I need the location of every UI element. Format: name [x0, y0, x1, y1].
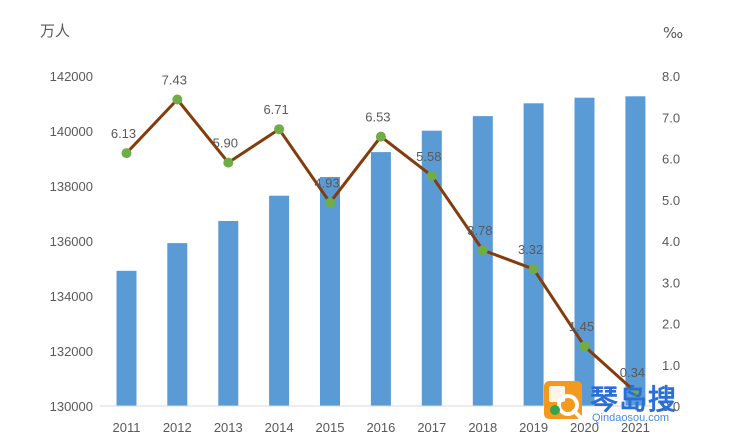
y-axis-left-ticks: 130000 132000 134000 136000 138000 140000 1420… — [50, 69, 93, 414]
bar-2016 — [370, 152, 391, 406]
watermark-logo-icon — [544, 381, 582, 419]
x-tick-2019: 2019 — [519, 420, 548, 435]
x-tick-2012: 2012 — [163, 420, 192, 435]
bar-2012 — [167, 243, 188, 406]
bar-2015 — [320, 177, 340, 406]
data-label-2012: 7.43 — [162, 73, 187, 88]
data-label-2014: 6.71 — [263, 102, 288, 117]
x-tick-2016: 2016 — [366, 420, 395, 435]
bar-2019 — [523, 103, 544, 407]
line-point-2016 — [375, 131, 386, 142]
data-labels: 6.13 7.43 5.90 6.71 4.93 6.53 5.58 3.78 3.32 1.45… — [111, 73, 645, 381]
x-axis-ticks: 2011 2012 2013 2014 2015 2016 2017 2018 2019 2020… — [113, 420, 650, 435]
y-right-tick-4.0: 4.0 — [662, 234, 680, 249]
watermark-url: Qindaosou.com — [592, 412, 670, 424]
data-label-2019: 3.32 — [518, 242, 543, 257]
data-label-2011: 6.13 — [111, 126, 136, 141]
bar-2011 — [116, 270, 137, 406]
y-left-tick-136000: 136000 — [50, 234, 93, 249]
data-label-2013: 5.90 — [213, 136, 238, 151]
x-tick-2011: 2011 — [113, 420, 141, 435]
data-label-2017: 5.58 — [416, 149, 441, 164]
x-tick-2021: 2021 — [621, 420, 650, 435]
y-right-tick-0.0: 0.0 — [662, 399, 680, 414]
bar-2020 — [574, 97, 595, 406]
y-axis-right-ticks: 0.0 1.0 2.0 3.0 4.0 5.0 6.0 7.0 8.0 — [662, 69, 680, 414]
x-tick-2017: 2017 — [417, 420, 446, 435]
line-point-2013 — [223, 157, 234, 168]
bar-2021 — [625, 96, 646, 407]
y-left-tick-142000: 142000 — [50, 69, 93, 84]
data-label-2020: 1.45 — [569, 319, 594, 334]
line-point-2014 — [274, 124, 285, 135]
line-point-2017 — [426, 170, 437, 181]
x-tick-2018: 2018 — [468, 420, 497, 435]
y-left-tick-140000: 140000 — [50, 124, 93, 139]
line-point-2011 — [121, 148, 132, 159]
x-tick-2020: 2020 — [570, 420, 599, 435]
bar-2013 — [218, 221, 239, 406]
line-point-2019 — [528, 264, 539, 275]
line-point-2012 — [172, 94, 183, 105]
x-tick-2015: 2015 — [316, 420, 345, 435]
y-right-tick-3.0: 3.0 — [662, 275, 680, 290]
bar-2014 — [269, 195, 290, 406]
data-label-2015: 4.93 — [314, 176, 339, 191]
line-point-2015 — [325, 197, 335, 208]
y-left-tick-132000: 132000 — [50, 344, 93, 359]
data-label-2018: 3.78 — [467, 223, 492, 238]
x-tick-2013: 2013 — [214, 420, 243, 435]
y-left-tick-138000: 138000 — [50, 179, 93, 194]
line-point-2018 — [477, 245, 488, 256]
y-right-tick-6.0: 6.0 — [662, 152, 680, 167]
watermark: 琴岛搜 Qindaosou.com — [536, 376, 706, 430]
y-left-tick-134000: 134000 — [50, 289, 93, 304]
y-right-tick-7.0: 7.0 — [662, 110, 680, 125]
y-right-tick-8.0: 8.0 — [662, 69, 680, 84]
y-right-tick-5.0: 5.0 — [662, 193, 680, 208]
data-label-2016: 6.53 — [365, 110, 390, 125]
line-point-2020 — [579, 341, 590, 352]
x-tick-2014: 2014 — [265, 420, 294, 435]
y-axis-left-title: 万人 — [40, 22, 70, 40]
data-label-2021: 0.34 — [620, 365, 645, 380]
y-left-tick-130000: 130000 — [50, 399, 93, 414]
line-series — [121, 94, 641, 397]
bar-2018 — [472, 116, 493, 406]
y-right-tick-2.0: 2.0 — [662, 317, 680, 332]
watermark-text: 琴岛搜 — [590, 383, 678, 416]
y-right-tick-1.0: 1.0 — [662, 358, 680, 373]
bar-series — [116, 96, 646, 407]
bar-2017 — [421, 130, 442, 406]
line-point-2021 — [630, 387, 641, 397]
y-axis-right-title: ‰ — [663, 24, 683, 42]
